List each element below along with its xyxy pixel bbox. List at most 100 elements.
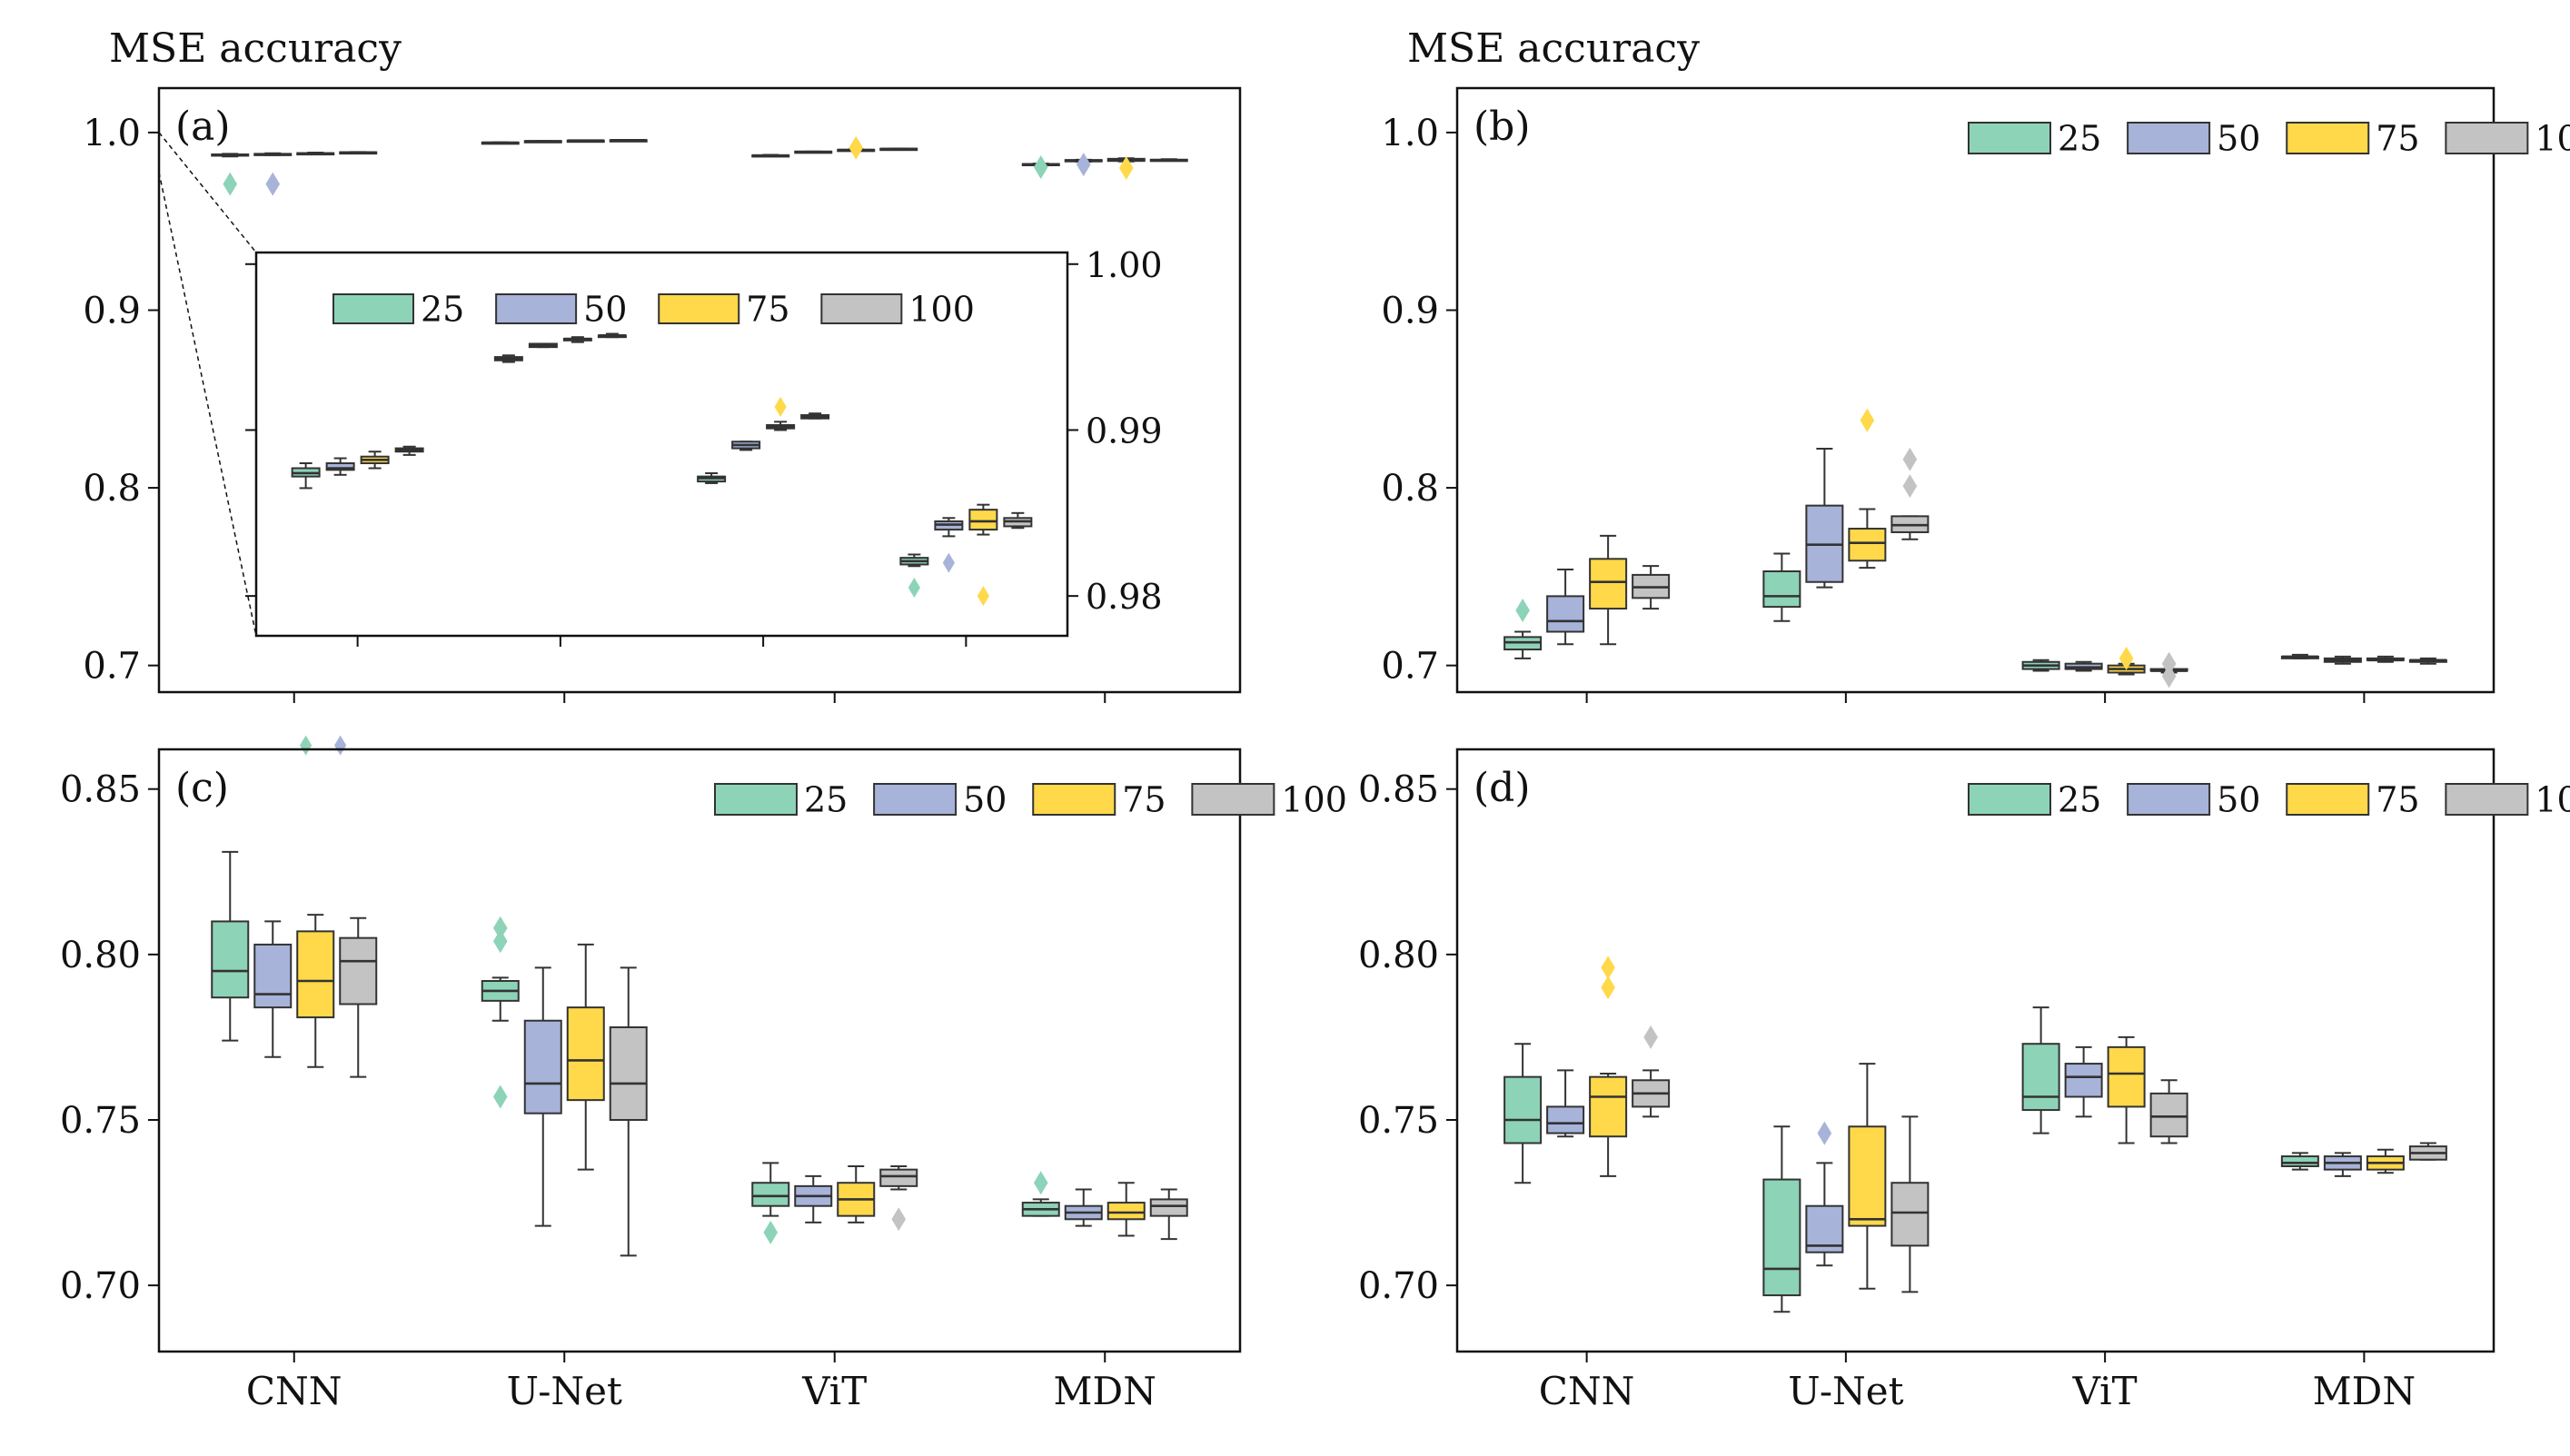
box-d-CNN-75 [1589,1075,1628,1138]
axes-frame-a [157,86,1242,694]
ytick-label-c: 0.80 [60,935,141,976]
inset-a: 0.98 0.99 1.00 25 50 75 100 [245,245,1163,756]
box-c-U-Net-75 [566,1006,605,1102]
box-d-ViT-75 [2107,1045,2146,1108]
box-c-ViT-100 [879,1168,918,1187]
legend-label-100: 100 [908,290,975,330]
panel-label-b: (b) [1474,104,1531,150]
ytick-label-b: 0.9 [1381,290,1439,332]
flier-b-ViT-75 [2119,646,2134,670]
flier-a-ViT-75 [848,135,864,160]
inset-ytick-label: 1.00 [1086,245,1163,285]
box-inset-MDN-75 [968,509,998,531]
flier-c-MDN-25 [1033,1171,1048,1195]
box-b-CNN-75 [1589,558,1628,610]
box-d-ViT-100 [2149,1092,2188,1138]
flier-a-CNN-50 [265,172,281,196]
flier-a-MDN-75 [1118,156,1134,181]
legend-swatch-25 [714,783,798,816]
panel-c: 0.70 0.75 0.80 0.85 CNN U-Net ViT MDN (c) 25 50 75 1… [60,748,1347,1413]
box-c-CNN-50 [253,943,293,1009]
box-c-MDN-100 [1149,1198,1188,1217]
zoom-connector [158,132,257,253]
flier-d-CNN-75 [1601,956,1615,980]
flier-b-ViT-100 [2161,664,2177,688]
ytick-label-d: 0.70 [1358,1265,1439,1307]
ytick-label-c: 0.85 [60,769,141,811]
flier-a-MDN-25 [1033,155,1048,180]
box-d-ViT-50 [2064,1063,2103,1098]
flier-b-CNN-25 [1515,599,1530,623]
ytick-label-b: 0.8 [1381,468,1439,510]
flier-b-ViT-100 [2161,651,2177,676]
xtick-label-d: U-Net [1788,1369,1903,1413]
ytick-label-d: 0.75 [1358,1100,1439,1142]
box-c-MDN-75 [1106,1202,1146,1221]
axes-frame-d [1455,748,2496,1353]
ytick-label-c: 0.70 [60,1265,141,1307]
ytick-label-a: 0.7 [83,646,141,688]
legend-label-25: 25 [421,290,464,330]
inset-ytick-label: 0.99 [1086,411,1163,451]
ytick-label-b: 0.7 [1381,646,1439,688]
panel-label-d: (d) [1474,765,1531,811]
legend-swatch-75 [1032,783,1116,816]
flier-b-U-Net-100 [1902,474,1918,499]
legend-swatch-25 [1968,783,2051,816]
flier-inset-ViT-75 [774,396,787,417]
box-d-U-Net-100 [1890,1182,1930,1247]
panel-label-c: (c) [175,765,229,811]
box-d-U-Net-25 [1762,1178,1801,1297]
legend-label-50: 50 [2217,119,2260,159]
xtick-label-d: ViT [2072,1369,2138,1413]
legend-label-25: 25 [804,780,848,820]
box-inset-CNN-50 [325,462,355,471]
legend-swatch-25 [1968,122,2051,154]
legend-swatch-25 [332,293,414,324]
xtick-label-c: ViT [801,1369,867,1413]
box-c-CNN-25 [211,920,250,999]
flier-b-U-Net-75 [1860,408,1875,432]
legend-label-25: 25 [2058,780,2101,820]
box-b-U-Net-75 [1848,528,1887,562]
box-c-ViT-25 [751,1182,790,1207]
legend-swatch-75 [2286,783,2370,816]
ytick-label-d: 0.85 [1358,769,1439,811]
legend-label-75: 75 [746,290,789,330]
legend-swatch-50 [2127,783,2211,816]
legend-swatch-50 [873,783,958,816]
legend-label-50: 50 [583,290,627,330]
ytick-label-a: 0.9 [83,290,141,332]
flier-c-U-Net-25 [492,916,508,940]
box-c-CNN-75 [296,930,335,1019]
flier-d-CNN-100 [1643,1025,1658,1049]
ytick-label-d: 0.80 [1358,935,1439,976]
legend-swatch-50 [2127,122,2211,154]
panel-d: 0.70 0.75 0.80 0.85 CNN U-Net ViT MDN (d) 25 50 75 1… [1358,748,2570,1413]
box-d-CNN-50 [1546,1105,1585,1134]
flier-a-CNN-25 [223,172,238,196]
xtick-label-d: CNN [1539,1369,1635,1413]
axes-frame-b [1455,86,2496,694]
flier-b-U-Net-100 [1902,447,1918,471]
legend-swatch-100 [2445,122,2529,154]
flier-c-U-Net-25 [492,1085,508,1109]
legend-swatch-50 [495,293,578,324]
legend-swatch-75 [658,293,740,324]
legend-label-75: 75 [2376,780,2419,820]
flier-inset-MDN-75 [977,586,989,607]
xtick-label-c: CNN [246,1369,342,1413]
legend-swatch-100 [1191,783,1275,816]
box-d-U-Net-75 [1848,1125,1887,1227]
axes-frame-c [157,748,1242,1353]
flier-inset-MDN-50 [942,552,955,573]
flier-a-MDN-50 [1076,153,1091,177]
xtick-label-d: MDN [2313,1369,2416,1413]
box-c-U-Net-50 [523,1019,562,1114]
xtick-label-c: MDN [1054,1369,1156,1413]
flier-c-ViT-100 [891,1207,907,1232]
legend-label-50: 50 [963,780,1007,820]
inset-ytick-label: 0.98 [1086,577,1163,617]
legend-swatch-100 [820,293,903,324]
xtick-label-c: U-Net [507,1369,622,1413]
